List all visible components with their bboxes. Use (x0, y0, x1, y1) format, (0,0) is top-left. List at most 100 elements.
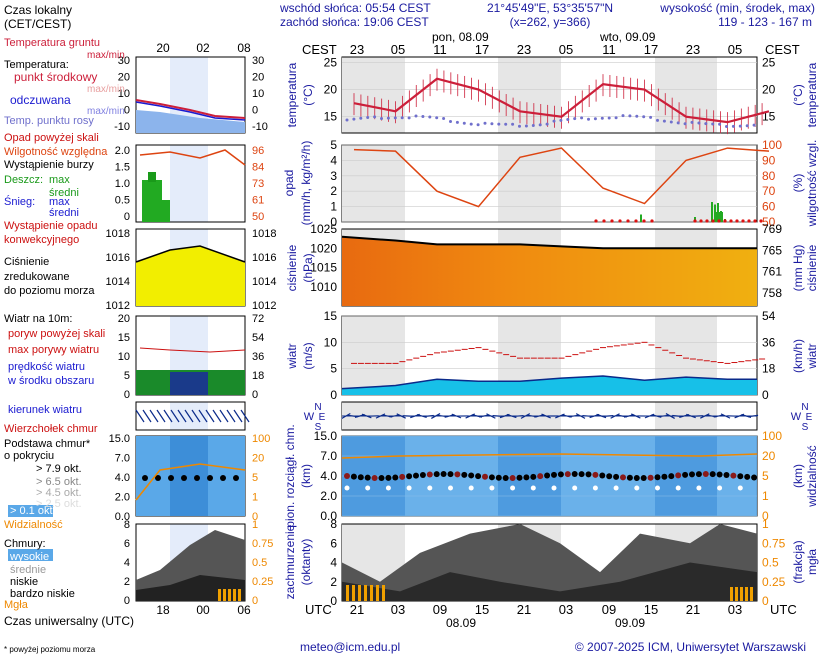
legend-temp-tick: 0 (124, 105, 130, 117)
dew-point-dot (614, 116, 618, 120)
legend-maxmin3: max/min (87, 106, 125, 117)
top-hour-label: 23 (686, 42, 700, 57)
pressure-tick: 1025 (310, 222, 337, 236)
legend-pressure-tick-right: 1016 (252, 252, 276, 264)
top-hour-label: 05 (391, 42, 405, 57)
top-hour-label: 23 (350, 42, 364, 57)
wind-tick-kmh: 54 (762, 309, 776, 323)
precip-tick: 2 (330, 184, 337, 198)
legend-pres1: Ciśnienie (4, 256, 49, 268)
convective-dot (626, 219, 630, 223)
legend-humidity-tick: 73 (252, 178, 264, 190)
temp-tick-right: 25 (762, 55, 776, 69)
legend-vis-tick: 100 (252, 433, 270, 445)
wind-tick-kmh: 36 (762, 335, 776, 349)
legend-direction-arrow (219, 409, 229, 423)
cloud-base-tick: 2.0 (320, 489, 337, 503)
legend-vis-tick: 5 (252, 472, 258, 484)
rain-bar (640, 214, 642, 222)
fog-bar (364, 585, 367, 601)
legend-rain-bar2 (162, 200, 170, 222)
wind-direction-arrow (451, 413, 462, 419)
legend-humidity: Wilgotność względna (4, 146, 108, 158)
legend-fog: Mgła (4, 599, 29, 611)
fog-bar (740, 587, 743, 601)
pressure-axis-unit-right: (mm Hg) (791, 245, 805, 292)
utc-label-right: UTC (770, 602, 797, 617)
dew-point-dot (407, 116, 411, 120)
day2-label: wto, 09.09 (599, 30, 656, 44)
legend-temp-tick: -10 (114, 121, 130, 133)
temp-axis-unit-left: (°C) (301, 84, 315, 105)
night-band (342, 316, 405, 395)
legend-rain-bar (142, 180, 162, 222)
precip-tick: 3 (330, 169, 337, 183)
legend-precip-tick: 0 (124, 211, 130, 223)
cloud-base-dot-low (551, 485, 557, 491)
top-hour-label: 05 (728, 42, 742, 57)
dew-point-dot (566, 117, 570, 121)
dew-point-dot (621, 114, 625, 118)
cloud-base-dot (364, 474, 371, 481)
dew-point-dot (656, 118, 659, 122)
dew-point-dot (442, 117, 446, 121)
legend-cloud-base-dot (207, 475, 213, 481)
dew-point-dot (511, 122, 515, 126)
wind-direction-arrow (361, 413, 372, 419)
dew-point-dot (676, 121, 680, 125)
cloud-base-dot-low (737, 485, 743, 491)
cloud-base-dot (599, 472, 606, 479)
cloud-base-dot (640, 474, 647, 481)
dew-point-dot (600, 116, 604, 120)
legend-conv: Wystąpienie opadu (4, 220, 97, 232)
temp-line (353, 77, 770, 124)
legend-maxmin: max/min (87, 50, 125, 61)
dew-point-dot (559, 118, 563, 122)
left-compass-e: E (319, 412, 326, 423)
pressure-tick: 1015 (310, 261, 337, 275)
wind-direction-arrow (506, 413, 517, 419)
cloud-cover-verylow (342, 562, 757, 601)
bottom-hour-label: 21 (350, 602, 364, 617)
legend-local-tz: (CET/CEST) (4, 17, 71, 31)
top-hour-label: 05 (559, 42, 573, 57)
legend-precip-tick: 0.5 (115, 195, 130, 207)
elevation-value: 119 - 123 - 167 m (718, 15, 812, 29)
dew-point-dot (476, 123, 480, 127)
dew-point-dot (469, 122, 473, 126)
wind-direction-arrow (423, 414, 434, 418)
wind-tick-kmh: 18 (762, 362, 776, 376)
cloud-base-dot-low (592, 485, 598, 491)
cloud-base-dot (626, 474, 633, 481)
convective-dot (642, 219, 646, 223)
fog-bar (346, 585, 349, 601)
cloud-base-dot (509, 474, 516, 481)
temp-axis-unit-right: (°C) (791, 84, 805, 105)
legend-cloud-base-dot (194, 475, 200, 481)
legend-temp-tick-right: 30 (252, 55, 264, 67)
convective-dot (634, 219, 638, 223)
bottom-hour-label: 03 (728, 602, 742, 617)
fog-bar (376, 585, 379, 601)
wind-direction-arrow (603, 415, 614, 417)
precip-tick: 4 (330, 153, 337, 167)
night-band (342, 145, 405, 222)
cloud-base-dot-low (717, 485, 723, 491)
convective-dot (729, 219, 733, 223)
legend-feel: odczuwana (10, 93, 71, 107)
convective-dot (705, 219, 709, 223)
legend-vis-tick: 20 (252, 453, 264, 465)
legend-speed1: prędkość wiatru (8, 361, 85, 373)
wind-direction-arrow (582, 414, 593, 418)
dew-point-dot (518, 124, 521, 128)
legend-cloud-tick: 7.0 (115, 453, 130, 465)
cloud-base-dot-low (634, 485, 640, 491)
bottom-hour-label: 09 (433, 602, 447, 617)
dew-point-dot (628, 114, 632, 118)
legend-cover-area-low (136, 575, 245, 601)
fog-tick: 0.25 (762, 575, 786, 589)
dew-point-dot (690, 120, 694, 124)
wind-direction-arrow (630, 413, 641, 419)
legend-wind-tick: 0 (124, 389, 130, 401)
visibility-tick: 5 (762, 469, 769, 483)
